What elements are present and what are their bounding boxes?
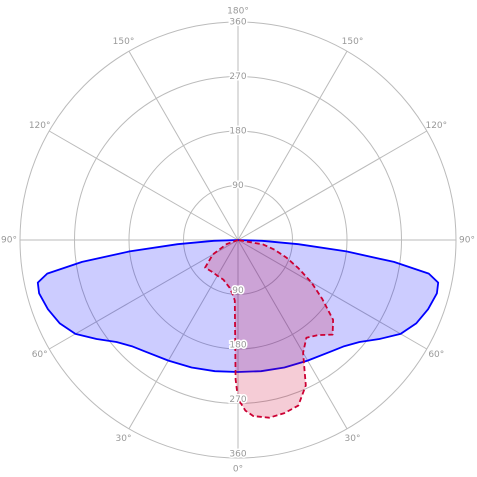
angle-tick-label: 180° <box>227 7 249 17</box>
angle-tick-label: 90° <box>459 236 475 246</box>
r-tick-label: 90 <box>232 286 244 296</box>
angle-tick-label: 60° <box>32 350 48 360</box>
grid-spoke <box>48 130 239 241</box>
grid-spoke <box>237 239 428 350</box>
angle-tick-label: 30° <box>116 434 132 444</box>
grid-spoke <box>128 50 239 241</box>
intensity-curve <box>204 239 335 419</box>
r-tick-label: 90 <box>232 181 244 191</box>
r-tick-label: 360 <box>229 450 246 460</box>
r-tick-label: 180 <box>229 341 246 351</box>
angle-tick-label: 90° <box>1 236 17 246</box>
intensity-curve <box>36 239 440 373</box>
angle-tick-label: 120° <box>29 121 51 131</box>
angle-tick-label: 60° <box>428 350 444 360</box>
grid-spoke <box>237 130 428 241</box>
grid-spoke <box>128 239 239 430</box>
angle-tick-label: 120° <box>425 121 447 131</box>
r-tick-label: 360 <box>229 18 246 28</box>
grid-spoke <box>237 239 348 430</box>
angle-tick-label: 150° <box>342 37 364 47</box>
angle-tick-label: 0° <box>233 465 243 475</box>
grid-spoke <box>237 50 348 241</box>
r-tick-label: 270 <box>229 395 246 405</box>
angle-tick-label: 30° <box>345 434 361 444</box>
r-tick-label: 270 <box>229 72 246 82</box>
r-tick-label: 180 <box>229 127 246 137</box>
grid-spoke <box>48 239 239 350</box>
angle-tick-label: 150° <box>113 37 135 47</box>
